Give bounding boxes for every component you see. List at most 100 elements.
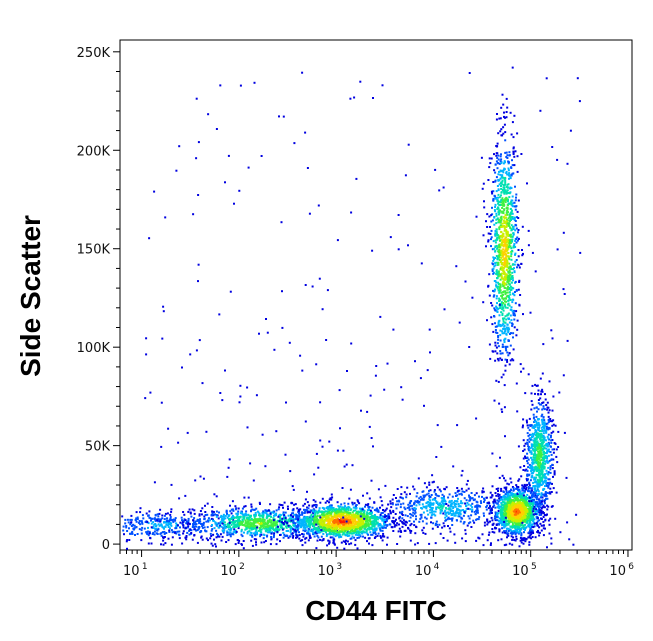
event-point: [351, 517, 354, 520]
event-point: [266, 519, 269, 522]
event-point: [344, 509, 347, 512]
event-point: [353, 536, 356, 539]
event-point: [187, 522, 190, 525]
event-point: [286, 535, 289, 537]
event-point: [338, 526, 341, 529]
event-point: [517, 490, 520, 493]
event-point: [281, 523, 284, 526]
event-point: [501, 531, 504, 534]
event-point: [435, 508, 438, 511]
event-point: [192, 522, 195, 525]
event-point: [463, 491, 466, 493]
event-point: [511, 509, 513, 512]
event-point: [423, 482, 426, 485]
event-point: [501, 170, 503, 172]
event-point: [456, 508, 459, 511]
event-point: [374, 531, 377, 534]
event-point: [126, 518, 129, 521]
event-point: [325, 535, 328, 537]
event-point: [289, 530, 292, 533]
event-point: [442, 500, 444, 503]
event-point: [384, 526, 387, 529]
event-point: [373, 537, 376, 539]
event-point: [211, 511, 214, 514]
event-point: [203, 515, 206, 518]
event-point: [506, 351, 509, 354]
event-point: [439, 511, 442, 514]
event-point: [312, 521, 315, 524]
event-point: [296, 528, 299, 531]
event-point: [316, 517, 319, 520]
event-point: [505, 506, 508, 509]
event-point: [509, 314, 512, 317]
event-point: [377, 532, 380, 535]
event-point: [389, 509, 392, 512]
event-point: [352, 518, 355, 521]
event-point: [261, 515, 264, 518]
event-point: [514, 528, 517, 531]
event-point: [528, 484, 531, 487]
event-point: [336, 515, 339, 518]
event-point: [342, 515, 345, 518]
event-point: [384, 484, 387, 487]
event-point: [496, 238, 499, 241]
event-point: [537, 503, 540, 506]
event-point: [500, 203, 503, 206]
event-point: [356, 499, 359, 502]
event-point: [458, 515, 461, 518]
event-point: [274, 522, 277, 525]
event-point: [421, 497, 424, 500]
event-point: [279, 518, 282, 521]
event-point: [245, 514, 248, 517]
event-point: [129, 523, 132, 526]
event-point: [395, 503, 398, 506]
event-point: [205, 520, 208, 523]
event-point: [494, 500, 496, 503]
event-point: [280, 526, 282, 529]
event-point: [507, 192, 510, 194]
event-point: [532, 500, 535, 503]
event-point: [207, 519, 209, 522]
event-point: [340, 541, 343, 544]
event-point: [371, 533, 374, 536]
event-point: [347, 509, 350, 511]
event-point: [395, 497, 397, 499]
event-point: [507, 534, 510, 537]
event-point: [430, 502, 433, 505]
event-point: [526, 512, 529, 515]
event-point: [441, 505, 444, 508]
event-point: [185, 536, 188, 538]
event-point: [284, 517, 287, 520]
event-point: [250, 532, 253, 534]
event-point: [136, 518, 139, 520]
event-point: [514, 539, 517, 542]
event-point: [374, 523, 377, 526]
event-point: [225, 510, 228, 513]
event-point: [325, 528, 328, 531]
event-point: [498, 117, 501, 120]
event-point: [234, 505, 237, 508]
event-point: [344, 534, 347, 537]
event-point: [500, 252, 503, 255]
event-point: [295, 534, 298, 537]
event-point: [130, 525, 133, 527]
event-point: [164, 525, 167, 528]
event-point: [309, 524, 312, 526]
event-point: [348, 534, 351, 537]
event-point: [435, 506, 438, 509]
event-point: [414, 507, 417, 510]
event-point: [509, 245, 512, 248]
event-point: [494, 180, 497, 183]
event-point: [467, 503, 470, 506]
event-point: [222, 513, 225, 516]
event-point: [276, 525, 279, 528]
event-point: [538, 526, 541, 529]
event-point: [153, 523, 156, 526]
event-point: [330, 506, 333, 509]
event-point: [528, 535, 531, 538]
event-point: [450, 505, 453, 507]
event-point: [504, 521, 507, 524]
event-point: [406, 515, 409, 518]
event-point: [292, 535, 295, 537]
event-point: [432, 503, 435, 506]
